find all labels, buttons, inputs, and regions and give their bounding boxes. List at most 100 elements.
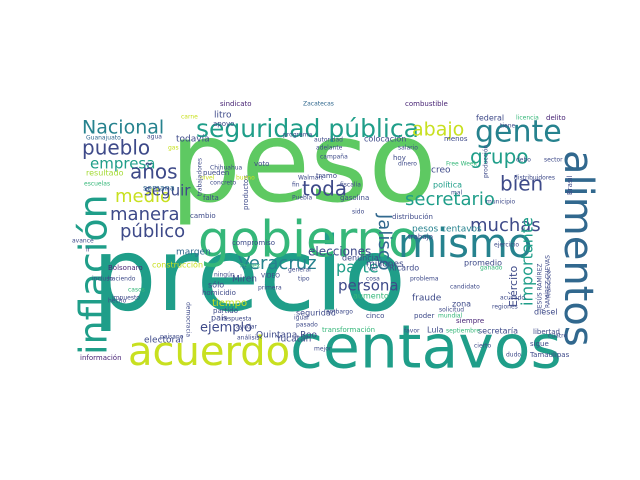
word-publico: público <box>120 221 185 242</box>
word-seguridad: seguridad <box>296 309 336 318</box>
word-menos: menos <box>444 135 468 143</box>
word-pemex: Pemex <box>240 263 261 270</box>
word-chihuahua: Chihuahua <box>210 165 243 172</box>
word-pasado: pasado <box>296 322 318 329</box>
word-solicitud: solicitud <box>439 307 464 314</box>
word-gente: gente <box>475 115 562 150</box>
word-igual: igual <box>294 315 309 322</box>
word-miren: Miren <box>232 275 257 285</box>
word-empresa: empresa <box>90 155 155 173</box>
word-guanajuato: Guanajuato <box>86 135 121 142</box>
word-ningun: ningún <box>214 272 235 279</box>
word-cinco: cinco <box>366 312 384 320</box>
word-ver: ver <box>368 266 378 273</box>
word-partido: partido <box>213 307 238 315</box>
word-avance: avance <box>72 238 94 245</box>
word-pesos-centavos: pesos centavos <box>412 225 482 235</box>
word-secretario: secretario <box>405 189 495 210</box>
word-inflacion: inflación <box>72 194 116 355</box>
word-haciendo: haciendo <box>108 276 136 283</box>
word-promedio: promedio <box>464 259 502 268</box>
word-seguir: seguir <box>144 182 191 200</box>
word-septiembre: septiembre <box>446 328 480 335</box>
word-alimentos: alimentos <box>555 150 601 347</box>
word-candidato: candidato <box>450 284 480 291</box>
word-trabajadores: trabajadores <box>197 158 204 196</box>
word-abajo: abajo <box>412 119 464 141</box>
word-tipo: tipo <box>298 276 310 283</box>
word-embargo: embargo <box>326 309 353 316</box>
word-ir: ir <box>86 247 91 254</box>
word-sector: sector <box>544 157 563 164</box>
word-ramirez-cuevas: RAMÍREZ CUEVAS <box>545 255 552 308</box>
word-hoy: hoy <box>393 154 406 162</box>
word-sigue: sigue <box>530 340 549 348</box>
word-homicidio: homicidio <box>202 289 236 297</box>
word-informacion: información <box>80 354 122 362</box>
word-manera: manera <box>110 204 179 225</box>
word-construccion: construcción <box>152 260 203 270</box>
word-semana: semana <box>143 184 175 193</box>
word-persona: persona <box>338 277 399 295</box>
word-autoridad: autoridad <box>314 137 343 144</box>
word-todavia: todavía <box>176 135 210 145</box>
word-adelante: adelante <box>316 145 343 152</box>
word-centavos: centavos <box>290 313 562 383</box>
word-cosa: cosa <box>366 276 380 283</box>
word-mundial: mundial <box>438 313 463 320</box>
word-debo: debo <box>516 157 531 164</box>
word-gasolina: gasolina <box>340 194 369 202</box>
word-ejemplo: ejemplo <box>200 321 252 336</box>
word-diesel: diésel <box>534 307 558 317</box>
word-problema: problema <box>410 276 439 283</box>
word-peso: peso <box>170 98 437 228</box>
word-tiempo: tiempo <box>212 298 247 309</box>
word-electoral: electoral <box>144 336 183 346</box>
word-ganado: ganado <box>480 265 503 272</box>
word-campana: campaña <box>320 154 348 161</box>
word-ejercito: Ejército <box>507 266 520 307</box>
word-cuatro: cuatro <box>548 333 567 340</box>
word-trabajo: trabajo <box>408 233 433 241</box>
word-carne: carne <box>181 114 198 121</box>
word-pueden: pueden <box>203 169 229 177</box>
word-fin: fin <box>292 182 300 189</box>
word-cambio: cambio <box>190 212 216 220</box>
word-municipio: municipio <box>486 199 516 206</box>
word-falta: falta <box>203 194 219 202</box>
word-delito: delito <box>546 114 566 122</box>
word-elecciones: elecciones <box>308 245 371 259</box>
word-brasil: Brasil <box>566 175 574 195</box>
word-jalisco: Jalisco <box>374 213 395 271</box>
word-federal: federal <box>476 114 504 123</box>
word-gas: gas <box>168 145 179 152</box>
word-francisco: Francisco <box>546 270 553 298</box>
word-produccion: producción <box>483 145 490 178</box>
word-litro: litro <box>214 111 232 121</box>
word-respuesta: respuesta <box>222 316 252 323</box>
word-pais: país <box>211 314 227 323</box>
word-ricardo: Ricardo <box>389 264 419 273</box>
word-ayudar: ayudar <box>236 324 258 331</box>
word-mal: mal <box>451 190 463 197</box>
word-mejor: mejor <box>314 346 332 353</box>
word-secretaria: secretaría <box>478 327 518 336</box>
word-nivel: nivel <box>200 175 215 182</box>
word-gobierno: gobierno <box>198 211 419 269</box>
word-toda: toda <box>302 177 347 201</box>
word-bueno: bueno <box>236 175 255 182</box>
word-distribucion: distribución <box>392 213 433 221</box>
word-resultado: resultado <box>86 169 124 178</box>
word-zacatecas: Zacatecas <box>303 101 334 108</box>
word-politica: política <box>433 181 462 190</box>
word-anos: años <box>130 160 178 184</box>
word-ejercicio: ejercicio <box>494 242 519 249</box>
word-parte: parte <box>336 258 379 277</box>
word-poder: poder <box>414 312 434 320</box>
word-yucatan: Yucatán <box>275 335 311 345</box>
word-mismo: mismo <box>398 221 532 267</box>
word-jesus-ramirez: JESÚS RAMÍREZ <box>537 263 544 311</box>
word-millones: millones <box>366 260 404 270</box>
word-combustible: combustible <box>405 100 448 108</box>
